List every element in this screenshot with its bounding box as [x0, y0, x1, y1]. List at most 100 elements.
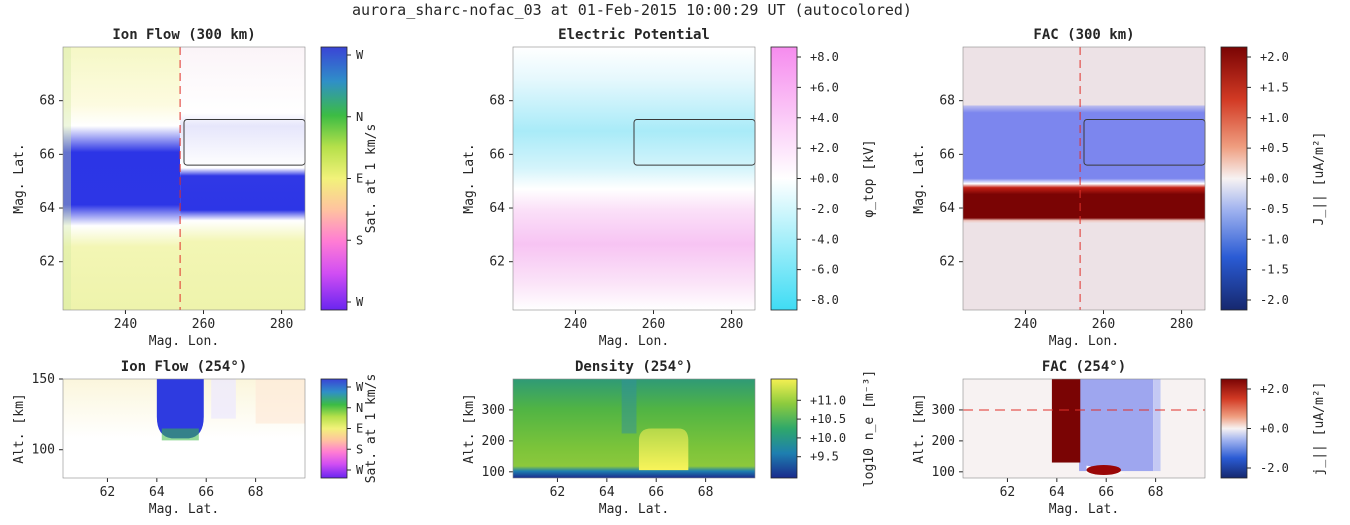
colorbar-tick-label: +2.0	[1260, 50, 1289, 64]
colorbar	[320, 46, 348, 311]
colorbar-tick-label: -2.0	[1260, 293, 1289, 307]
field-patch-b	[211, 379, 236, 419]
x-tick-label: 64	[149, 485, 165, 500]
panel-5: Density (254°) 62 64 66 68 100 200 300 Mag. Lat.…	[462, 359, 877, 517]
y-tick-label: 300	[932, 403, 955, 418]
plot-frame	[62, 46, 306, 311]
colorbar-tick-label: +11.0	[810, 393, 846, 407]
field-edge	[63, 47, 71, 310]
colorbar-tick-label: +0.0	[1260, 422, 1289, 436]
field-fringe	[161, 428, 199, 441]
panels: Ion Flow (300 km) 240 260 280 62 64 66 68 Mag. L…	[12, 27, 1327, 517]
colorbar-tick-label: +8.0	[810, 50, 839, 64]
colorbar-tick-label: -1.5	[1260, 263, 1289, 277]
field-spot	[1086, 464, 1122, 475]
field-east	[180, 47, 305, 310]
y-tick-label: 64	[939, 201, 955, 216]
colorbar-label: φ_top [kV]	[862, 139, 877, 217]
y-tick-label: 300	[482, 403, 505, 418]
panel-6: FAC (254°) 62 64 66 68 100 200 300 Mag. Lat. Alt.…	[912, 359, 1327, 517]
colorbar-tick-label: +0.5	[1260, 141, 1289, 155]
colorbar-tick-label: E	[356, 422, 363, 436]
x-tick-label: 68	[1148, 485, 1164, 500]
colorbar-label: Sat. at 1 km/s	[364, 374, 379, 484]
colorbar	[770, 46, 798, 311]
colorbar-tick-label: N	[356, 401, 363, 415]
colorbar-tick-label: +2.0	[1260, 382, 1289, 396]
field-westward	[156, 379, 204, 439]
colorbar-tick-label: +6.0	[810, 80, 839, 94]
colorbar-tick-label: -4.0	[810, 232, 839, 246]
y-tick-label: 64	[489, 201, 505, 216]
colorbar-tick-label: W	[356, 463, 364, 477]
colorbar-tick-label: +1.0	[1260, 111, 1289, 125]
colorbar-tick-label: S	[356, 233, 363, 247]
y-axis-label: Mag. Lat.	[912, 143, 927, 213]
panel-1: Ion Flow (300 km) 240 260 280 62 64 66 68 Mag. L…	[12, 27, 379, 349]
x-axis-label: Mag. Lat.	[149, 502, 219, 517]
y-tick-label: 100	[32, 443, 55, 458]
x-tick-label: 66	[198, 485, 214, 500]
field-down-edge	[1153, 379, 1161, 472]
x-tick-label: 68	[698, 485, 714, 500]
colorbar-tick-label: -8.0	[810, 293, 839, 307]
y-axis-label: Alt. [km]	[912, 393, 927, 463]
field	[963, 47, 1205, 310]
x-tick-label: 64	[599, 485, 615, 500]
colorbar-tick-label: +0.0	[810, 172, 839, 186]
colorbar-tick-label: -6.0	[810, 263, 839, 277]
y-tick-label: 200	[932, 434, 955, 449]
colorbar-tick-label: -2.0	[1260, 461, 1289, 475]
y-tick-label: 62	[939, 255, 955, 270]
x-tick-label: 66	[1098, 485, 1114, 500]
x-tick-label: 240	[114, 317, 137, 332]
colorbar-tick-label: +0.0	[1260, 172, 1289, 186]
x-tick-label: 240	[1014, 317, 1037, 332]
x-axis-label: Mag. Lat.	[1049, 502, 1119, 517]
y-tick-label: 64	[39, 201, 55, 216]
x-tick-label: 240	[564, 317, 587, 332]
colorbar-tick-label: -2.0	[810, 202, 839, 216]
y-axis-label: Mag. Lat.	[12, 143, 27, 213]
colorbar-tick-label: N	[356, 110, 363, 124]
x-axis-label: Mag. Lon.	[1049, 334, 1119, 349]
colorbar-label: Sat. at 1 km/s	[364, 124, 379, 234]
panel-4: Ion Flow (254°) 62 64 66 68 100 150 Mag. Lat. Al…	[12, 359, 379, 517]
colorbar-tick-label: -0.5	[1260, 202, 1289, 216]
colorbar	[1220, 46, 1248, 311]
y-tick-label: 66	[939, 147, 955, 162]
y-tick-label: 200	[482, 434, 505, 449]
x-tick-label: 260	[1092, 317, 1115, 332]
colorbar-label: log10 n_e [m⁻³]	[862, 370, 877, 487]
panel-title: Electric Potential	[558, 27, 710, 43]
field-up	[1051, 379, 1081, 463]
x-tick-label: 280	[720, 317, 743, 332]
y-tick-label: 66	[489, 147, 505, 162]
y-tick-label: 150	[32, 372, 55, 387]
x-tick-label: 64	[1049, 485, 1065, 500]
y-tick-label: 68	[939, 94, 955, 109]
y-tick-label: 100	[932, 465, 955, 480]
x-tick-label: 280	[1170, 317, 1193, 332]
colorbar-label: J_|| [uA/m²]	[1312, 132, 1327, 226]
x-tick-label: 68	[248, 485, 264, 500]
colorbar-tick-label: W	[356, 380, 364, 394]
panel-2: Electric Potential 240 260 280 62 64 66 68 Mag. …	[462, 27, 877, 349]
y-axis-label: Alt. [km]	[462, 393, 477, 463]
colorbar	[770, 378, 798, 479]
colorbar-tick-label: S	[356, 442, 363, 456]
suptitle: aurora_sharc-nofac_03 at 01-Feb-2015 10:…	[352, 1, 912, 19]
x-tick-label: 260	[642, 317, 665, 332]
panel-title: Density (254°)	[575, 359, 693, 375]
colorbar-tick-label: +1.5	[1260, 80, 1289, 94]
colorbar-tick-label: +10.0	[810, 431, 846, 445]
x-tick-label: 280	[270, 317, 293, 332]
y-tick-label: 68	[489, 94, 505, 109]
panel-title: FAC (254°)	[1042, 359, 1126, 375]
colorbar-label: j_|| [uA/m²]	[1312, 382, 1327, 476]
field-depletion	[621, 379, 637, 434]
colorbar-tick-label: W	[356, 295, 364, 309]
field	[513, 47, 755, 310]
colorbar-tick-label: +9.5	[810, 450, 839, 464]
